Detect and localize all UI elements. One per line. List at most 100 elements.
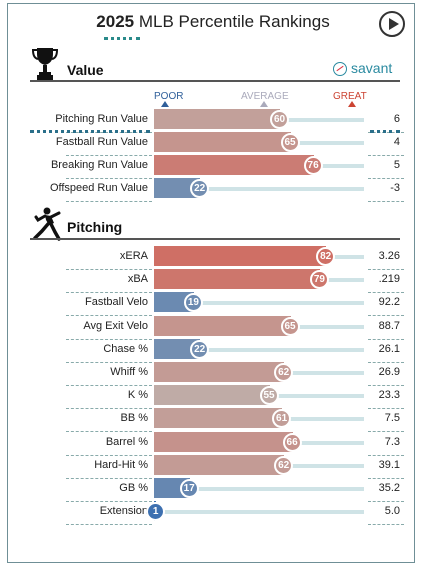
metric-value: 5 bbox=[393, 159, 400, 171]
metric-label: Whiff % bbox=[110, 366, 148, 378]
percentile-circle[interactable]: 22 bbox=[190, 179, 210, 198]
row-divider bbox=[368, 315, 404, 317]
section-title-value: Value bbox=[67, 62, 104, 78]
row-divider bbox=[66, 385, 152, 386]
savant-logo[interactable]: savant bbox=[333, 60, 392, 76]
percentile-bar bbox=[154, 431, 293, 452]
percentile-track bbox=[154, 187, 364, 191]
metric-label: xERA bbox=[119, 250, 148, 262]
percentile-circle[interactable]: 17 bbox=[179, 479, 199, 498]
percentile-bar bbox=[154, 338, 201, 359]
metric-label: Breaking Run Value bbox=[50, 159, 148, 171]
percentile-bar bbox=[154, 315, 291, 336]
highlight-dots-left bbox=[30, 130, 150, 133]
metric-row: Pitching Run Value 60 6 bbox=[0, 109, 426, 133]
percentile-track bbox=[154, 510, 364, 515]
metric-label: K % bbox=[127, 389, 148, 402]
metric-label: Extension bbox=[99, 505, 148, 518]
percentile-circle[interactable]: 60 bbox=[270, 110, 289, 129]
percentile-bar bbox=[154, 385, 270, 406]
highlight-dots-right bbox=[370, 130, 400, 133]
percentile-circle[interactable]: 62 bbox=[274, 363, 294, 382]
row-divider bbox=[66, 501, 152, 502]
metric-row: Fastball Run Value 65 4 bbox=[0, 132, 426, 156]
metric-row: Hard-Hit % 62 39.1 bbox=[0, 454, 426, 479]
metric-label: GB % bbox=[119, 482, 148, 494]
trophy-icon bbox=[32, 48, 58, 80]
percentile-circle[interactable]: 1 bbox=[146, 502, 166, 522]
metric-label: Chase % bbox=[103, 342, 148, 355]
poor-arrow-icon bbox=[161, 101, 169, 107]
row-divider bbox=[368, 385, 404, 386]
row-divider bbox=[66, 361, 152, 363]
metric-value: .219 bbox=[378, 273, 400, 286]
row-divider bbox=[66, 454, 152, 456]
percentile-bar bbox=[154, 454, 285, 475]
percentile-track bbox=[154, 487, 364, 491]
percentile-bar bbox=[154, 408, 283, 429]
row-divider bbox=[66, 524, 152, 526]
average-arrow-icon bbox=[260, 101, 268, 107]
percentile-circle[interactable]: 55 bbox=[259, 386, 279, 406]
percentile-circle[interactable]: 65 bbox=[280, 133, 300, 152]
metric-value: 5.0 bbox=[384, 505, 400, 518]
row-divider bbox=[368, 269, 404, 270]
metric-row: Barrel % 66 7.3 bbox=[0, 431, 426, 456]
row-divider bbox=[368, 155, 404, 156]
metric-value: 4 bbox=[393, 136, 400, 148]
savant-label: savant bbox=[351, 60, 393, 76]
percentile-circle[interactable]: 22 bbox=[190, 339, 210, 359]
scale-average-label: AVERAGE bbox=[241, 91, 289, 102]
percentile-bar bbox=[154, 132, 291, 152]
metric-row: BB % 61 7.5 bbox=[0, 408, 426, 433]
metric-row: Chase % 22 26.1 bbox=[0, 338, 426, 363]
percentile-bar bbox=[154, 269, 320, 290]
row-divider bbox=[66, 201, 152, 202]
metric-label: Barrel % bbox=[105, 435, 148, 448]
pitcher-icon bbox=[33, 207, 61, 241]
metric-row: Breaking Run Value 76 5 bbox=[0, 155, 426, 179]
title-text: MLB Percentile Rankings bbox=[138, 12, 330, 31]
play-icon[interactable] bbox=[379, 11, 405, 37]
title-year: 2025 bbox=[96, 12, 135, 31]
row-divider bbox=[66, 431, 152, 433]
metric-label: Hard-Hit % bbox=[94, 458, 148, 471]
percentile-bar bbox=[154, 109, 280, 129]
percentile-circle[interactable]: 65 bbox=[280, 316, 300, 336]
section-title-pitching: Pitching bbox=[67, 219, 123, 235]
metric-label: BB % bbox=[120, 412, 148, 425]
row-divider bbox=[368, 292, 404, 294]
metric-row: Extension 1 5.0 bbox=[0, 501, 426, 526]
metric-value: 92.2 bbox=[378, 296, 400, 309]
percentile-circle[interactable]: 66 bbox=[282, 432, 302, 452]
percentile-track bbox=[154, 347, 364, 352]
metric-value: 39.1 bbox=[378, 458, 400, 471]
section-divider-pitching bbox=[30, 238, 400, 240]
percentile-circle[interactable]: 61 bbox=[272, 409, 292, 429]
metric-value: 6 bbox=[393, 113, 400, 125]
row-divider bbox=[66, 292, 152, 294]
row-divider bbox=[66, 408, 152, 410]
row-divider bbox=[66, 155, 152, 156]
percentile-circle[interactable]: 62 bbox=[274, 455, 294, 475]
percentile-circle[interactable]: 19 bbox=[183, 293, 203, 313]
metric-value: 7.5 bbox=[384, 412, 400, 425]
metric-label: Fastball Velo bbox=[85, 296, 148, 309]
row-divider bbox=[368, 338, 404, 340]
scale-great-label: GREAT bbox=[333, 91, 367, 102]
metric-value: 23.3 bbox=[378, 389, 400, 402]
card-frame bbox=[7, 3, 415, 563]
row-divider bbox=[66, 178, 152, 179]
metric-row: Fastball Velo 19 92.2 bbox=[0, 292, 426, 317]
metric-label: Fastball Run Value bbox=[55, 136, 148, 148]
row-divider bbox=[368, 501, 404, 502]
percentile-bar bbox=[154, 178, 201, 198]
row-divider bbox=[66, 315, 152, 317]
metric-label: Pitching Run Value bbox=[55, 113, 148, 125]
percentile-circle[interactable]: 79 bbox=[309, 270, 329, 290]
percentile-circle[interactable]: 82 bbox=[316, 247, 336, 266]
metric-value: 26.9 bbox=[378, 366, 400, 378]
row-divider bbox=[368, 178, 404, 179]
percentile-circle[interactable]: 76 bbox=[303, 156, 323, 175]
row-divider bbox=[368, 408, 404, 410]
